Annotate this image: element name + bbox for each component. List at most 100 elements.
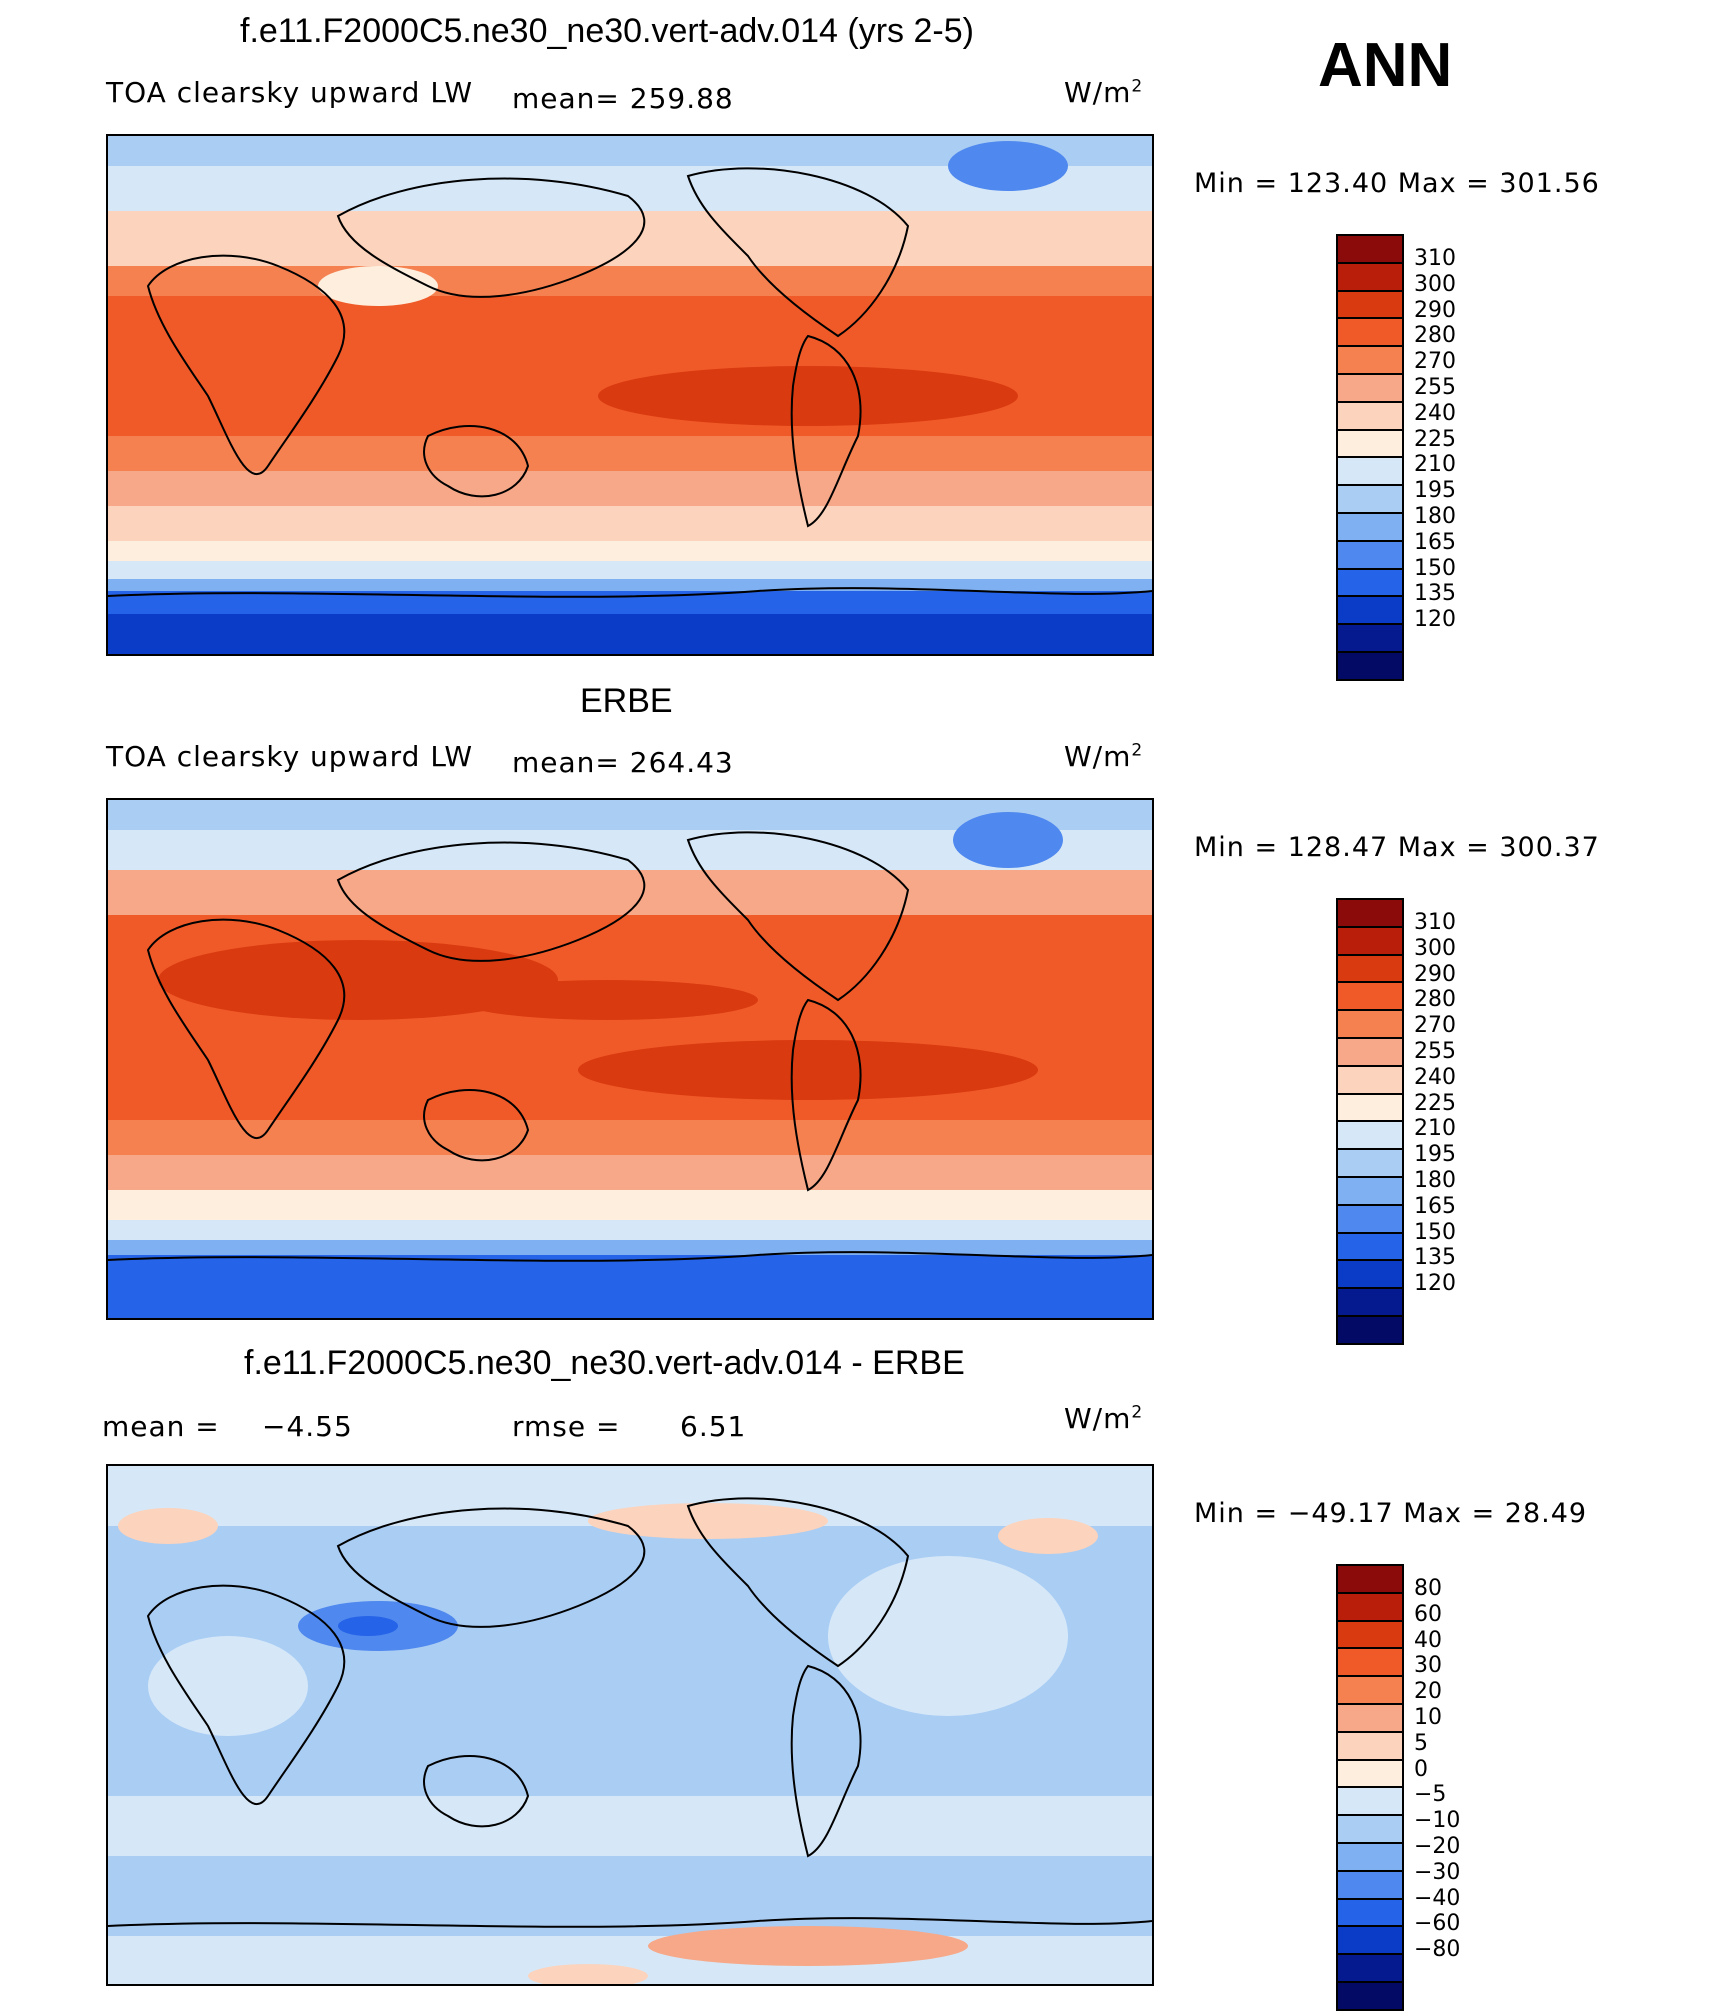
colorbar-swatch xyxy=(1336,347,1404,375)
panel1-colorbar-labels: 310 300 290 280 270 255 240 225 210 195 180 165 150 1… xyxy=(1414,246,1456,633)
colorbar-tick-label: 195 xyxy=(1414,478,1456,504)
colorbar-tick-label: −5 xyxy=(1414,1782,1447,1808)
colorbar-swatch xyxy=(1336,1871,1404,1900)
panel1-contour-map xyxy=(108,136,1152,654)
colorbar-tick-label: 270 xyxy=(1414,1013,1456,1039)
panel3-mean-label: mean = xyxy=(102,1410,220,1443)
panel2-min-max: Min = 128.47 Max = 300.37 xyxy=(1194,832,1600,863)
colorbar-swatch xyxy=(1336,1677,1404,1705)
colorbar-swatch xyxy=(1336,569,1404,598)
panel3-rmse-label: rmse = xyxy=(512,1410,621,1443)
colorbar-swatch xyxy=(1336,1261,1404,1290)
panel1-units: W/m2 xyxy=(1064,76,1144,109)
colorbar-swatch xyxy=(1336,1649,1404,1678)
colorbar-tick-label: 195 xyxy=(1414,1142,1456,1168)
colorbar-tick-label: 225 xyxy=(1414,426,1456,452)
colorbar-swatch xyxy=(1336,1899,1404,1928)
colorbar-swatch xyxy=(1336,263,1404,292)
panel3-colorbar xyxy=(1336,1564,1404,2011)
panel3-colorbar-labels: 80 60 40 30 20 10 5 0 −5 −10 −20 −30 −40 −60 −80 xyxy=(1414,1576,1460,1963)
colorbar-swatch xyxy=(1336,1760,1404,1789)
colorbar-swatch xyxy=(1336,1704,1404,1733)
colorbar-swatch xyxy=(1336,374,1404,403)
panel3-contour-map xyxy=(108,1466,1152,1984)
colorbar-swatch xyxy=(1336,955,1404,984)
colorbar-tick-label: 80 xyxy=(1414,1576,1442,1601)
colorbar-tick-label: 240 xyxy=(1414,400,1456,426)
panel1-min-max: Min = 123.40 Max = 301.56 xyxy=(1194,168,1600,199)
colorbar-swatch xyxy=(1336,458,1404,487)
colorbar-tick-label: −10 xyxy=(1414,1808,1461,1834)
colorbar-swatch xyxy=(1336,898,1404,928)
colorbar-tick-label: 180 xyxy=(1414,1167,1456,1193)
colorbar-swatch xyxy=(1336,652,1404,681)
colorbar-swatch xyxy=(1336,1316,1404,1345)
panel2-colorbar xyxy=(1336,898,1404,1345)
panel3-mean-value: −4.55 xyxy=(262,1410,353,1443)
colorbar-tick-label: 180 xyxy=(1414,503,1456,529)
colorbar-tick-label: −60 xyxy=(1414,1911,1461,1937)
colorbar-swatch xyxy=(1336,486,1404,514)
colorbar-swatch xyxy=(1336,1233,1404,1262)
panel2-map xyxy=(106,798,1154,1320)
colorbar-swatch xyxy=(1336,1816,1404,1844)
panel2-variable: TOA clearsky upward LW xyxy=(106,740,474,773)
colorbar-swatch xyxy=(1336,1011,1404,1039)
colorbar-tick-label: 135 xyxy=(1414,1245,1456,1271)
colorbar-tick-label: 310 xyxy=(1414,910,1456,935)
colorbar-tick-label: 280 xyxy=(1414,323,1456,349)
colorbar-tick-label: 150 xyxy=(1414,555,1456,581)
colorbar-tick-label: 120 xyxy=(1414,607,1456,633)
panel3-units: W/m2 xyxy=(1064,1402,1144,1435)
panel1-title: f.e11.F2000C5.ne30_ne30.vert-adv.014 (yr… xyxy=(240,12,974,50)
colorbar-tick-label: −30 xyxy=(1414,1859,1461,1885)
panel2-contour-map xyxy=(108,800,1152,1318)
colorbar-swatch xyxy=(1336,541,1404,570)
colorbar-swatch xyxy=(1336,1177,1404,1206)
colorbar-tick-label: 255 xyxy=(1414,374,1456,400)
panel2-mean: mean= 264.43 xyxy=(512,746,734,779)
colorbar-tick-label: −20 xyxy=(1414,1833,1461,1859)
colorbar-tick-label: 300 xyxy=(1414,935,1456,961)
panel2-colorbar-labels: 310 300 290 280 270 255 240 225 210 195 180 165 150 1… xyxy=(1414,910,1456,1297)
panel1-variable: TOA clearsky upward LW xyxy=(106,76,474,109)
colorbar-swatch xyxy=(1336,291,1404,320)
colorbar-tick-label: −80 xyxy=(1414,1937,1461,1963)
colorbar-tick-label: 165 xyxy=(1414,1193,1456,1219)
colorbar-swatch xyxy=(1336,625,1404,653)
panel1-mean: mean= 259.88 xyxy=(512,82,734,115)
colorbar-swatch xyxy=(1336,1122,1404,1151)
colorbar-swatch xyxy=(1336,1732,1404,1761)
colorbar-tick-label: 60 xyxy=(1414,1601,1442,1627)
colorbar-tick-label: 135 xyxy=(1414,581,1456,607)
colorbar-swatch xyxy=(1336,1038,1404,1067)
colorbar-swatch xyxy=(1336,402,1404,431)
colorbar-tick-label: 30 xyxy=(1414,1653,1442,1679)
colorbar-tick-label: −40 xyxy=(1414,1885,1461,1911)
panel3-min-max: Min = −49.17 Max = 28.49 xyxy=(1194,1498,1588,1529)
colorbar-swatch xyxy=(1336,1066,1404,1095)
colorbar-swatch xyxy=(1336,430,1404,459)
colorbar-tick-label: 300 xyxy=(1414,271,1456,297)
colorbar-tick-label: 255 xyxy=(1414,1038,1456,1064)
colorbar-tick-label: 290 xyxy=(1414,961,1456,987)
colorbar-swatch xyxy=(1336,1205,1404,1234)
colorbar-swatch xyxy=(1336,1289,1404,1317)
colorbar-swatch xyxy=(1336,513,1404,542)
panel2-units: W/m2 xyxy=(1064,740,1144,773)
colorbar-tick-label: 280 xyxy=(1414,987,1456,1013)
colorbar-tick-label: 0 xyxy=(1414,1756,1428,1782)
colorbar-tick-label: 270 xyxy=(1414,349,1456,375)
panel2-title: ERBE xyxy=(580,682,673,720)
colorbar-swatch xyxy=(1336,1843,1404,1872)
colorbar-swatch xyxy=(1336,1564,1404,1594)
colorbar-tick-label: 20 xyxy=(1414,1679,1442,1705)
colorbar-swatch xyxy=(1336,983,1404,1012)
panel3-rmse-value: 6.51 xyxy=(680,1410,747,1443)
colorbar-tick-label: 225 xyxy=(1414,1090,1456,1116)
season-label: ANN xyxy=(1318,31,1453,100)
colorbar-tick-label: 290 xyxy=(1414,297,1456,323)
colorbar-swatch xyxy=(1336,1788,1404,1817)
colorbar-swatch xyxy=(1336,319,1404,348)
colorbar-swatch xyxy=(1336,1927,1404,1956)
